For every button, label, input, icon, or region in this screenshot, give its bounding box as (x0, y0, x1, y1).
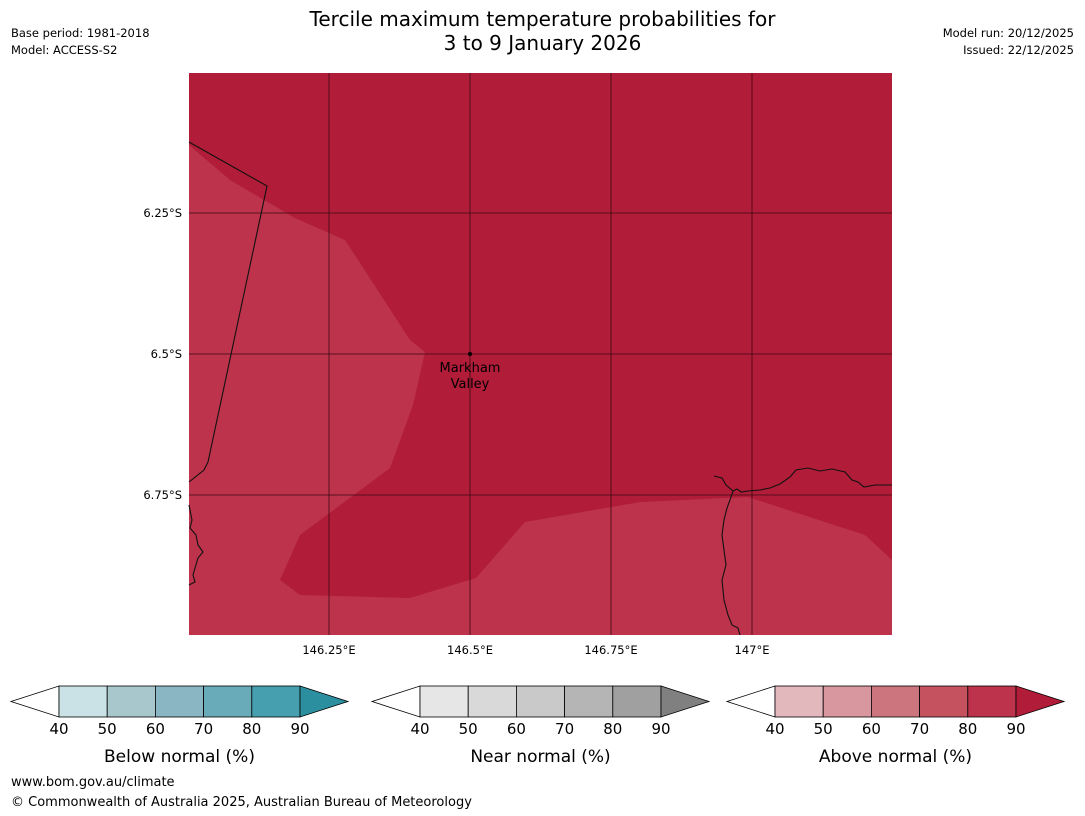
colorbar-extend-high (299, 685, 350, 718)
lon-label-14625: 146.25°E (302, 643, 355, 657)
colorbar-tick-label: 80 (603, 720, 622, 738)
lon-label-1465: 146.5°E (447, 643, 493, 657)
coastline-borders (188, 141, 892, 636)
colorbar-extend-low (370, 685, 421, 718)
colorbar-tick-label: 60 (507, 720, 526, 738)
model-name: Model: ACCESS-S2 (11, 43, 118, 57)
colorbar-title: Below normal (%) (104, 747, 255, 767)
place-label-line-1: Markham (440, 361, 501, 376)
border-south-west (188, 504, 204, 586)
colorbar-tick-label: 40 (765, 720, 784, 738)
meta-left: Base period: 1981-2018 Model: ACCESS-S2 (11, 25, 150, 59)
colorbar-title: Near normal (%) (470, 747, 610, 767)
colorbar-tick-label: 80 (958, 720, 977, 738)
colorbar-segment (106, 685, 156, 718)
colorbar-segment (251, 685, 301, 718)
colorbar-segment (516, 685, 566, 718)
colorbar-extend-low (725, 685, 776, 718)
colorbar-tick-label: 80 (242, 720, 261, 738)
colorbar-segment (612, 685, 662, 718)
colorbar-tick-label: 40 (49, 720, 68, 738)
provincial-border-west (188, 141, 268, 483)
lat-label-625: 6.25°S (143, 206, 182, 220)
colorbar-segment (154, 685, 204, 718)
lat-label-650: 6.5°S (151, 347, 182, 361)
issued-date: Issued: 22/12/2025 (963, 43, 1074, 57)
base-period: Base period: 1981-2018 (11, 26, 150, 40)
title-line-2: 3 to 9 January 2026 (443, 31, 642, 55)
colorbar-tick-label: 70 (555, 720, 574, 738)
lon-label-14675: 146.75°E (584, 643, 637, 657)
colorbar-tick-label: 70 (194, 720, 213, 738)
colorbar-1: 40 50 60 70 80 90 Near normal (%) (370, 685, 711, 767)
lon-labels: 146.25°E 146.5°E 146.75°E 147°E (302, 643, 769, 657)
meta-right: Model run: 20/12/2025 Issued: 22/12/2025 (943, 25, 1074, 59)
lon-label-147: 147°E (735, 643, 770, 657)
colorbar-tick-label: 40 (410, 720, 429, 738)
colorbar-segment (467, 685, 517, 718)
region-west-moderate (189, 145, 892, 635)
colorbar-0: 40 50 60 70 80 90 Below normal (%) (9, 685, 350, 767)
colorbar-extend-low (9, 685, 60, 718)
colorbar-tick-label: 50 (459, 720, 478, 738)
colorbar-tick-label: 90 (651, 720, 670, 738)
colorbar-tick-label: 90 (1006, 720, 1025, 738)
colorbar-segment (774, 685, 824, 718)
colorbar-extend-high (660, 685, 711, 718)
place-marker (468, 352, 472, 356)
river-east (721, 490, 741, 636)
colorbar-segment (967, 685, 1017, 718)
colorbar-tick-label: 60 (146, 720, 165, 738)
colorbar-tick-label: 50 (814, 720, 833, 738)
colorbar-tick-label: 60 (862, 720, 881, 738)
lat-labels: 6.25°S 6.5°S 6.75°S (143, 206, 182, 502)
colorbar-segment (58, 685, 108, 718)
map-panel: Markham Valley (188, 73, 892, 636)
graticule (189, 73, 892, 635)
title-line-1: Tercile maximum temperature probabilitie… (309, 7, 776, 31)
place-label-line-2: Valley (451, 377, 490, 392)
colorbar-extend-high (1015, 685, 1066, 718)
coastline-east (713, 467, 892, 493)
lat-label-675: 6.75°S (143, 488, 182, 502)
colorbar-2: 40 50 60 70 80 90 Above normal (%) (725, 685, 1066, 767)
colorbar-segment (822, 685, 872, 718)
colorbar-segment (564, 685, 614, 718)
footer-copyright: © Commonwealth of Australia 2025, Austra… (11, 795, 472, 810)
colorbar-tick-label: 90 (290, 720, 309, 738)
colorbars: 40 50 60 70 80 90 Below normal (%) 40 50 60 70 80 90… (9, 685, 1066, 767)
colorbar-segment (919, 685, 969, 718)
colorbar-tick-label: 50 (98, 720, 117, 738)
footer-url: www.bom.gov.au/climate (11, 775, 175, 790)
colorbar-segment (419, 685, 469, 718)
model-run: Model run: 20/12/2025 (942, 26, 1074, 40)
chart-title: Tercile maximum temperature probabilitie… (0, 7, 1085, 55)
colorbar-title: Above normal (%) (819, 747, 972, 767)
colorbar-segment (203, 685, 253, 718)
colorbar-tick-label: 70 (910, 720, 929, 738)
colorbar-segment (871, 685, 921, 718)
